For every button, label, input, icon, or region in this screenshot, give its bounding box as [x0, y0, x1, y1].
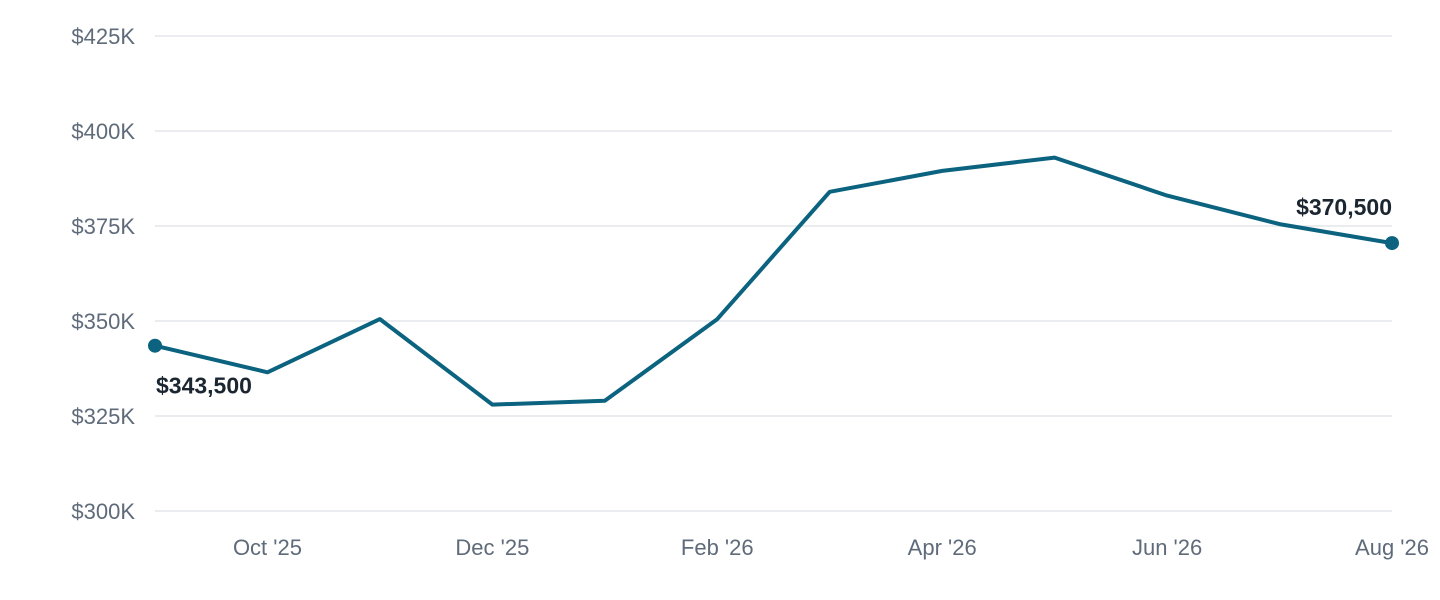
series-line [153, 155, 1394, 407]
data-label: $370,500 [1296, 194, 1392, 220]
y-tick-label: $325K [71, 404, 135, 429]
y-tick-label: $425K [71, 24, 135, 49]
y-tick-label: $375K [71, 214, 135, 239]
y-axis-ticks: $300K $325K $350K $375K $400K $425K [71, 24, 135, 524]
x-tick-label: Feb '26 [681, 535, 754, 560]
grid-lines [155, 35, 1392, 512]
series-group [148, 155, 1399, 407]
x-tick-label: Dec '25 [455, 535, 529, 560]
x-axis-ticks: Oct '25 Dec '25 Feb '26 Apr '26 Jun '26 Aug '… [233, 535, 1429, 560]
y-tick-label: $350K [71, 309, 135, 334]
annotation-labels: $343,500 $370,500 [156, 194, 1392, 399]
data-label: $343,500 [156, 373, 252, 399]
endpoint-marker [148, 338, 162, 353]
x-tick-label: Aug '26 [1355, 535, 1429, 560]
x-tick-label: Oct '25 [233, 535, 302, 560]
x-tick-label: Jun '26 [1132, 535, 1202, 560]
y-tick-label: $300K [71, 499, 135, 524]
x-tick-label: Apr '26 [908, 535, 977, 560]
y-tick-label: $400K [71, 119, 135, 144]
endpoint-marker [1385, 236, 1399, 251]
